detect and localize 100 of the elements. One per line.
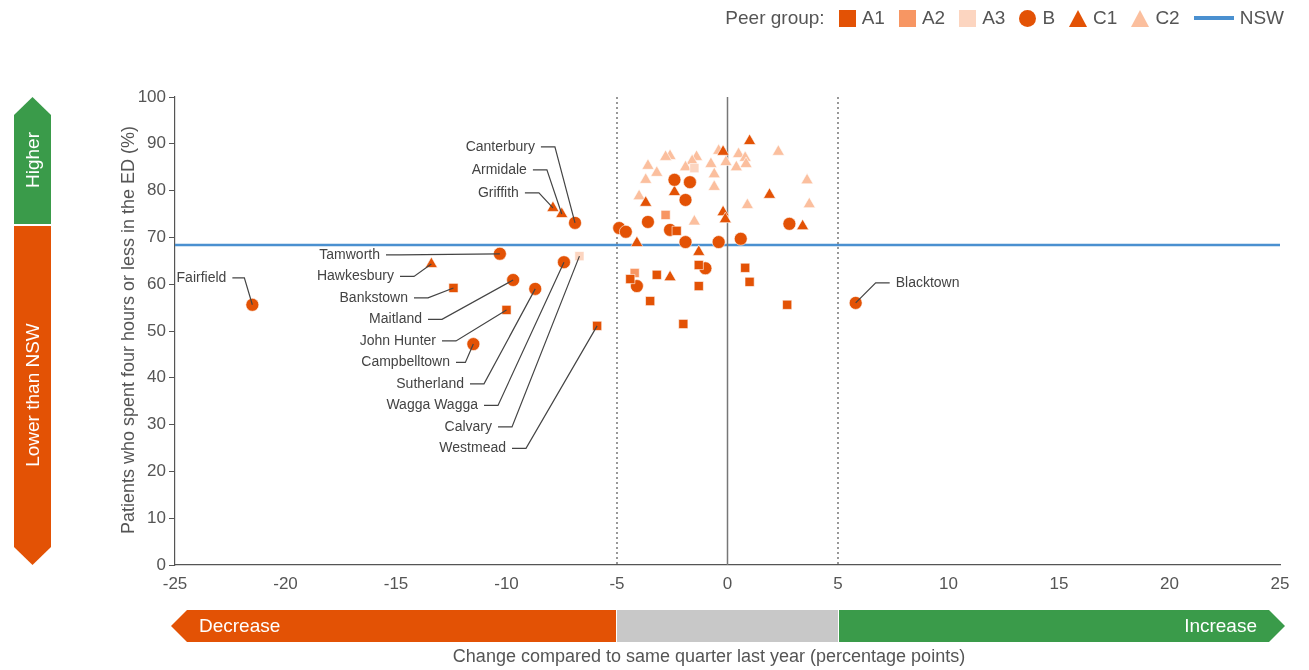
y-axis-title: Patients who spent four hours or less in the ED (%): [117, 125, 139, 535]
legend-label: A3: [982, 7, 1006, 29]
y-tick-label: 0: [156, 554, 166, 574]
point: [556, 255, 571, 270]
point: [693, 280, 704, 292]
point: [771, 144, 785, 156]
x-tick-label: 20: [1160, 573, 1179, 593]
y-tick-label: 40: [147, 367, 166, 387]
point: [641, 158, 655, 170]
point: [667, 172, 682, 187]
point: [528, 281, 543, 296]
annotation: Armidale: [471, 160, 528, 177]
x-tick-label: 15: [1049, 573, 1069, 593]
point: [693, 259, 704, 271]
point: [492, 246, 507, 261]
x-tick-label: 10: [939, 573, 958, 593]
point: [546, 200, 560, 212]
y-tick-label: 80: [147, 180, 166, 200]
annotation: Campbelltown: [361, 353, 450, 370]
point: [568, 215, 583, 230]
point: [448, 282, 459, 294]
annotation: Calvary: [444, 417, 492, 434]
legend-label: A1: [861, 7, 885, 29]
annotation: Tamworth: [319, 245, 380, 262]
point: [639, 195, 653, 207]
point: [692, 244, 706, 256]
point: [625, 273, 636, 285]
point: [506, 272, 521, 287]
point: [729, 159, 743, 172]
x-tick-label: -25: [162, 573, 188, 593]
point: [630, 235, 644, 248]
x-tick-label: 25: [1270, 573, 1290, 593]
annotation: Bankstown: [339, 288, 408, 305]
legend-label: A2: [921, 7, 946, 29]
point: [660, 209, 671, 221]
point: [555, 206, 569, 218]
point: [689, 163, 700, 174]
annotation: Fairfield: [176, 268, 227, 285]
point: [671, 225, 682, 236]
point: [719, 154, 733, 167]
point: [678, 235, 693, 250]
point: [651, 269, 662, 280]
point: [639, 172, 653, 184]
annotation: Sutherland: [396, 374, 464, 391]
point: [782, 299, 793, 310]
y-tick-label: 90: [147, 133, 166, 153]
annotation: Griffith: [477, 183, 519, 200]
point: [848, 295, 863, 310]
annotation: Wagga Wagga: [386, 396, 479, 413]
point: [739, 156, 753, 168]
point: [740, 262, 751, 273]
point: [682, 175, 697, 190]
point: [711, 235, 726, 250]
point: [667, 184, 682, 196]
point: [659, 149, 673, 161]
point: [707, 179, 721, 191]
annotation: Maitland: [369, 310, 422, 327]
point: [782, 216, 797, 231]
point: [716, 144, 730, 156]
point: [678, 318, 689, 330]
x-tick-label: -5: [609, 573, 625, 593]
y-tick-label: 10: [147, 507, 166, 527]
point: [466, 337, 481, 352]
point: [800, 172, 814, 185]
point: [718, 211, 732, 224]
point: [645, 295, 656, 307]
point: [678, 192, 693, 207]
point: [762, 187, 777, 199]
point: [744, 276, 755, 287]
point: [592, 320, 603, 331]
legend-label: B: [1042, 7, 1056, 29]
annotation: Hawkesbury: [316, 267, 394, 284]
point: [740, 197, 754, 210]
x-tick-label: -15: [383, 573, 409, 593]
point: [743, 133, 757, 145]
x-tick-label: -10: [494, 573, 519, 593]
point: [704, 156, 718, 168]
point: [640, 214, 655, 229]
annotation: John Hunter: [359, 331, 437, 348]
point: [687, 213, 701, 226]
annotation: Westmead: [439, 439, 506, 456]
point: [245, 297, 260, 312]
y-tick-label: 30: [147, 414, 166, 434]
point: [650, 165, 664, 177]
annotation: Blacktown: [895, 273, 960, 290]
legend-label: C1: [1093, 7, 1118, 29]
x-tick-label: 0: [722, 573, 733, 593]
annotation: Canterbury: [465, 137, 535, 154]
x-axis-title: Change compared to same quarter last year (percentage points): [451, 646, 967, 667]
legend-label: NSW: [1239, 7, 1284, 29]
point: [618, 224, 633, 239]
y-tick-label: 100: [137, 86, 166, 106]
point: [501, 304, 512, 316]
legend-label: C2: [1155, 7, 1180, 29]
y-tick-label: 70: [147, 227, 166, 247]
legend-title: Peer group:: [725, 7, 825, 29]
x-tick-label: 5: [833, 573, 843, 593]
point: [707, 166, 721, 179]
y-tick-label: 60: [147, 273, 166, 293]
point: [796, 218, 810, 231]
